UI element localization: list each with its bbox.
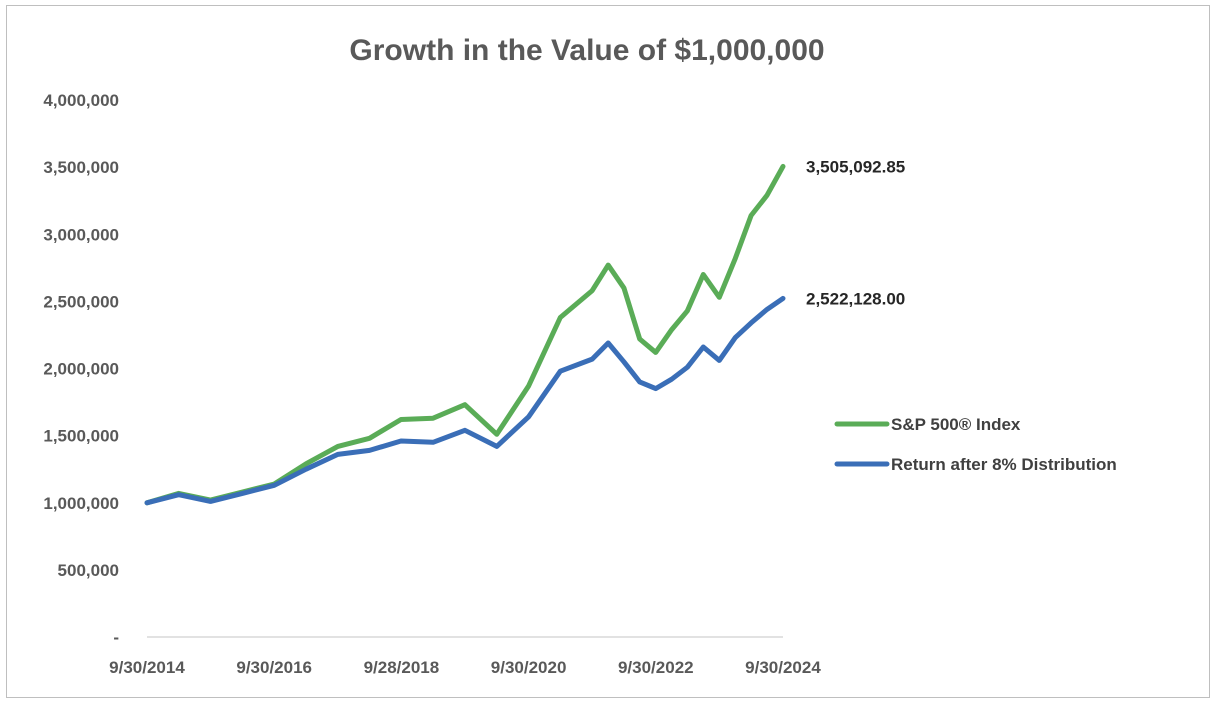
x-tick-label: 9/30/2016 [236,658,312,677]
x-tick-label: 9/30/2014 [109,658,185,677]
legend: S&P 500® Index Return after 8% Distributi… [834,415,1117,474]
x-tick-label: 9/30/2022 [618,658,694,677]
series-lines [144,163,786,506]
x-tick-label: 9/30/2024 [745,658,821,677]
x-tick-label: 9/28/2018 [364,658,440,677]
series-line-0 [144,163,786,506]
chart-title: Growth in the Value of $1,000,000 [349,34,824,67]
x-axis: 9/30/2014 9/30/2016 9/28/2018 9/30/2020 9/30… [109,636,821,677]
y-tick-label: 1,000,000 [43,494,119,513]
y-axis-labels: - 500,000 1,000,000 1,500,000 2,000,000 2,500… [43,91,119,647]
y-tick-label: 3,500,000 [43,158,119,177]
end-labels: 3,505,092.85 2,522,128.00 [806,157,905,308]
y-tick-label: 2,000,000 [43,360,119,379]
y-tick-label: 3,000,000 [43,225,119,244]
series-line-1 [144,295,786,506]
y-tick-label: 4,000,000 [43,91,119,110]
y-tick-label: - [113,628,119,647]
legend-label-1: Return after 8% Distribution [891,455,1117,474]
y-tick-label: 2,500,000 [43,292,119,311]
y-tick-label: 500,000 [58,561,119,580]
x-tick-label: 9/30/2020 [491,658,567,677]
legend-label-0: S&P 500® Index [891,415,1021,434]
chart-frame [6,5,1210,698]
y-tick-label: 1,500,000 [43,427,119,446]
series-end-label-0: 3,505,092.85 [806,157,905,176]
series-end-label-1: 2,522,128.00 [806,289,905,308]
